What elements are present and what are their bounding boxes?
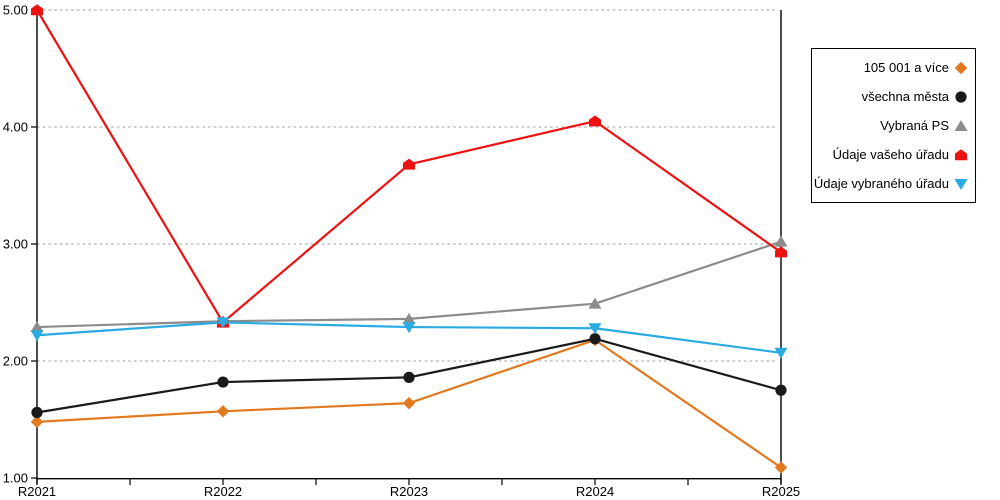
marker-circle: [775, 384, 787, 396]
marker-triangle-up: [774, 235, 788, 247]
diamond-legend-icon: [954, 61, 968, 75]
y-tick-label: 5.00: [3, 3, 28, 18]
x-tick-label: R2023: [390, 484, 428, 499]
marker-pentagon: [955, 148, 967, 160]
pentagon-legend-icon: [954, 148, 968, 162]
y-tick-label: 3.00: [3, 237, 28, 252]
marker-pentagon: [775, 246, 787, 258]
legend-item-label: všechna města: [861, 89, 949, 104]
marker-circle: [589, 333, 601, 345]
marker-diamond: [30, 415, 44, 429]
triangle-down-legend-icon: [954, 177, 968, 191]
legend-item-label: 105 001 a více: [863, 60, 949, 75]
y-tick-label: 2.00: [3, 354, 28, 369]
legend-item: Údaje vašeho úřadu: [812, 140, 968, 169]
marker-diamond: [216, 405, 230, 418]
marker-triangle-down: [216, 317, 230, 329]
marker-triangle-up: [954, 119, 968, 131]
x-tick-label: R2022: [204, 484, 242, 499]
marker-pentagon: [31, 4, 43, 16]
x-tick-label: R2025: [762, 484, 800, 499]
legend-item: 105 001 a více: [812, 53, 968, 82]
chart-legend: 105 001 a více všechna města Vybraná PS Úda…: [811, 48, 976, 203]
marker-pentagon: [589, 115, 601, 127]
marker-triangle-down: [774, 347, 788, 359]
marker-circle: [31, 406, 43, 419]
legend-item-label: Vybraná PS: [880, 118, 949, 133]
marker-diamond: [774, 461, 788, 474]
marker-diamond: [954, 61, 968, 74]
marker-triangle-up: [30, 321, 44, 333]
marker-circle: [403, 371, 415, 383]
triangle-up-legend-icon: [954, 119, 968, 133]
marker-triangle-up: [588, 297, 602, 309]
marker-circle: [217, 376, 229, 388]
x-tick-label: R2024: [576, 484, 614, 499]
legend-item-label: Údaje vašeho úřadu: [832, 147, 949, 162]
y-tick-label: 4.00: [3, 120, 28, 135]
legend-item-label: Údaje vybraného úřadu: [813, 176, 949, 191]
marker-triangle-up: [402, 312, 416, 324]
marker-circle: [955, 90, 967, 103]
legend-item: Údaje vybraného úřadu: [812, 169, 968, 198]
marker-pentagon: [403, 158, 415, 170]
marker-triangle-down: [588, 323, 602, 335]
marker-triangle-down: [30, 330, 44, 342]
legend-item: všechna města: [812, 82, 968, 111]
x-tick-label: R2021: [18, 484, 56, 499]
marker-triangle-down: [402, 322, 416, 334]
marker-triangle-down: [954, 178, 968, 190]
y-tick-label: 1.00: [3, 471, 28, 486]
marker-diamond: [402, 396, 416, 410]
legend-item: Vybraná PS: [812, 111, 968, 140]
circle-legend-icon: [954, 90, 968, 104]
